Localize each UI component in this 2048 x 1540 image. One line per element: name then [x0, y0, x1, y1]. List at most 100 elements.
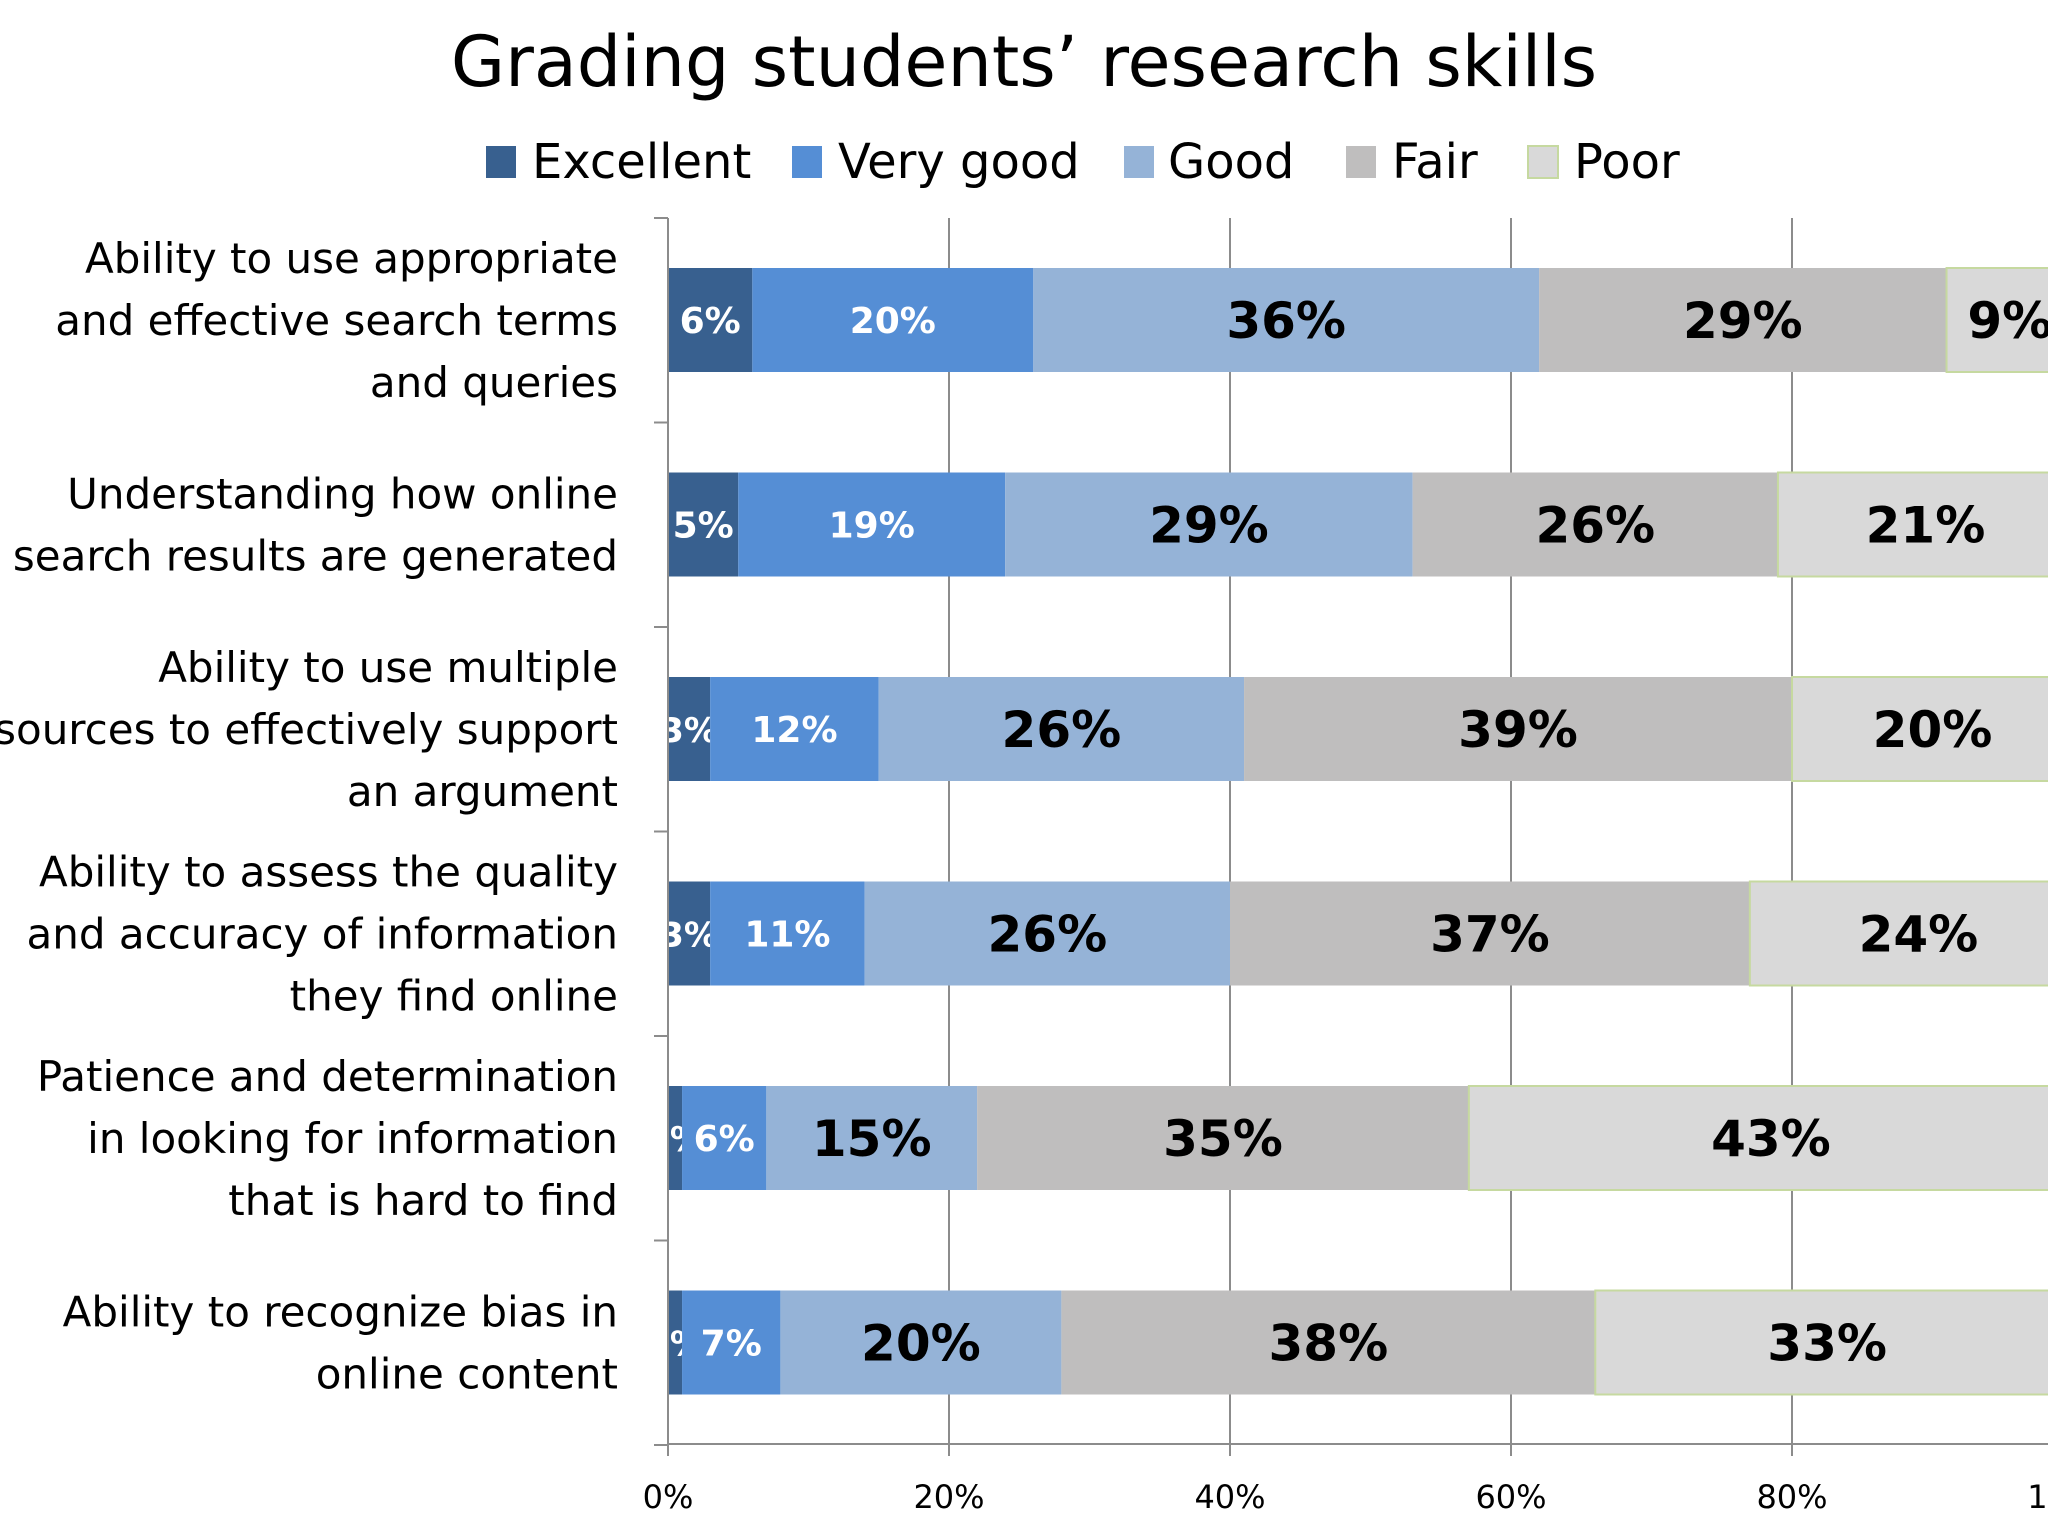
- x-tick-label: 80%: [1756, 1478, 1827, 1516]
- category-label: Ability to use multiple sources to effect…: [0, 643, 618, 816]
- category-label: Ability to use appropriate and effective …: [55, 234, 618, 407]
- category-label: Patience and determination in looking for…: [37, 1052, 618, 1225]
- legend: Excellent Very good Good Fair Poor: [486, 134, 1680, 190]
- bar-segment-fair: [1230, 881, 1750, 986]
- legend-label-excellent: Excellent: [532, 134, 751, 190]
- bar-segment-good: [864, 881, 1230, 986]
- bar-segment-very-good: [682, 1290, 781, 1395]
- legend-swatch-fair: [1346, 146, 1376, 178]
- legend-swatch-excellent: [486, 146, 516, 178]
- bar-segment-excellent: [668, 881, 711, 986]
- category-label-line: Ability to use appropriate: [85, 234, 618, 283]
- data-label: 38%: [1269, 1315, 1389, 1373]
- bar-segment-very-good: [682, 1086, 767, 1190]
- data-label: 7%: [701, 1324, 762, 1365]
- bar-segment-good: [878, 677, 1245, 781]
- bar-segment-excellent: [668, 1290, 683, 1395]
- data-label: 3%: [660, 916, 718, 956]
- category-label: Understanding how online search results a…: [13, 470, 618, 581]
- bar-segment-poor: [1776, 471, 2048, 578]
- data-label: 43%: [1711, 1110, 1831, 1168]
- category-label-line: sources to effectively support: [0, 705, 618, 754]
- category-label-line: Ability to assess the quality: [39, 848, 618, 897]
- category-label: Ability to assess the quality and accurac…: [27, 848, 618, 1021]
- bar-segment-excellent: [668, 472, 739, 577]
- axes: [654, 217, 2048, 1456]
- category-label-line: Understanding how online: [67, 470, 618, 519]
- data-label: 26%: [988, 906, 1108, 964]
- data-label: 12%: [751, 710, 837, 751]
- category-labels: Ability to use appropriate and effective …: [0, 234, 618, 1399]
- category-label-line: and queries: [370, 358, 618, 407]
- x-tick-labels: 0% 20% 40% 60% 80% 100%: [643, 1478, 2048, 1516]
- data-label: 24%: [1859, 906, 1979, 964]
- data-label: 5%: [673, 506, 734, 547]
- bar-segment-excellent: [668, 268, 753, 372]
- data-label: 37%: [1430, 906, 1550, 964]
- category-label-line: in looking for information: [87, 1114, 618, 1163]
- data-label: 3%: [660, 711, 718, 751]
- bar-segment-very-good: [710, 881, 865, 986]
- chart-title: Grading students’ research skills: [451, 21, 1597, 103]
- bar-segment-fair: [977, 1086, 1469, 1190]
- legend-swatch-good: [1124, 146, 1154, 178]
- category-label-line: and effective search terms: [55, 296, 618, 345]
- gridlines: [948, 218, 1793, 1444]
- x-tick-label: 100%: [2027, 1478, 2048, 1516]
- category-label-line: online content: [316, 1350, 618, 1399]
- legend-swatch-poor: [1527, 145, 1559, 179]
- category-label-line: Ability to recognize bias in: [63, 1288, 618, 1337]
- data-label: 20%: [850, 301, 936, 342]
- data-label: 21%: [1866, 497, 1986, 555]
- x-tick-label: 40%: [1194, 1478, 1265, 1516]
- category-label-line: an argument: [347, 767, 618, 816]
- data-label: 29%: [1683, 292, 1803, 350]
- bar-segment-fair: [1061, 1290, 1596, 1395]
- bar-segment-very-good: [738, 472, 1006, 577]
- bar-segment-fair: [1412, 472, 1778, 577]
- bar-segment-good: [1033, 268, 1540, 372]
- bar-segment-very-good: [752, 268, 1034, 372]
- legend-label-good: Good: [1168, 134, 1294, 190]
- bar-segment-fair: [1244, 677, 1792, 781]
- data-label: 15%: [812, 1110, 932, 1168]
- bar-segment-excellent: [668, 1086, 683, 1190]
- bar-segment-poor: [1467, 1085, 2048, 1191]
- data-label: 26%: [1002, 701, 1122, 759]
- data-label: 20%: [1873, 701, 1993, 759]
- bar-segment-good: [780, 1290, 1062, 1395]
- data-label: 19%: [829, 506, 915, 547]
- data-label: 6%: [680, 301, 741, 342]
- category-label-line: that is hard to find: [228, 1176, 618, 1225]
- category-label-line: Ability to use multiple: [158, 643, 618, 692]
- x-tick-label: 60%: [1475, 1478, 1546, 1516]
- data-label: 33%: [1767, 1315, 1887, 1373]
- legend-swatch-very-good: [792, 146, 822, 178]
- category-label-line: they find online: [290, 972, 618, 1021]
- bar-segment-poor: [1945, 267, 2048, 373]
- data-label: 35%: [1163, 1110, 1283, 1168]
- data-label: 6%: [694, 1119, 755, 1160]
- data-label: 9%: [1967, 292, 2048, 350]
- data-label: 20%: [861, 1315, 981, 1373]
- bar-segment-poor: [1594, 1289, 2048, 1396]
- bar-segment-fair: [1539, 268, 1947, 372]
- category-label-line: Patience and determination: [37, 1052, 618, 1101]
- data-label: 39%: [1458, 701, 1578, 759]
- bars: 6% 20% 36% 29% 9% 5% 19% 29% 26% 21% 3% 12% 26% 39% 20…: [646, 267, 2048, 1396]
- category-label: Ability to recognize bias in online conte…: [63, 1288, 618, 1399]
- data-label: 26%: [1535, 497, 1655, 555]
- legend-label-fair: Fair: [1392, 134, 1478, 190]
- category-label-line: and accuracy of information: [27, 910, 618, 959]
- x-tick-label: 20%: [913, 1478, 984, 1516]
- bar-segment-very-good: [710, 677, 879, 781]
- x-tick-label: 0%: [643, 1478, 694, 1516]
- category-label-line: search results are generated: [13, 532, 618, 581]
- data-label: 36%: [1226, 292, 1346, 350]
- data-label: 11%: [744, 915, 830, 956]
- bar-segment-good: [1005, 472, 1413, 577]
- legend-label-very-good: Very good: [838, 134, 1080, 190]
- bar-segment-excellent: [668, 677, 711, 781]
